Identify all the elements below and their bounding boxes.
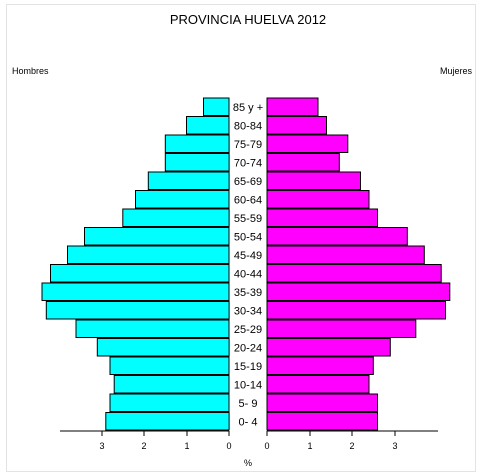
female-bar — [266, 245, 425, 264]
age-group-label: 55-59 — [234, 213, 262, 225]
x-tick-label: 1 — [184, 441, 189, 451]
male-bar — [75, 319, 230, 338]
x-axis-label: % — [244, 458, 252, 468]
age-group-label: 70-74 — [234, 157, 262, 169]
male-bar — [41, 282, 230, 301]
male-bar — [84, 227, 230, 246]
legend-mujeres: Mujeres — [440, 66, 473, 76]
male-bar — [186, 116, 230, 135]
male-bar — [113, 375, 230, 394]
male-bar — [105, 412, 230, 431]
age-group-label: 85 y + — [233, 102, 263, 114]
male-bar — [109, 356, 230, 375]
female-bar — [266, 356, 374, 375]
age-group-label: 75-79 — [234, 139, 262, 151]
female-bar — [266, 264, 442, 283]
x-tick-label: 0 — [226, 441, 231, 451]
male-bar — [164, 134, 230, 153]
age-group-label: 80-84 — [234, 120, 262, 132]
age-group-label: 65-69 — [234, 176, 262, 188]
age-group-label: 45-49 — [234, 250, 262, 262]
age-group-label: 10-14 — [234, 379, 262, 391]
female-bar — [266, 338, 391, 357]
female-bar — [266, 97, 319, 116]
female-bar — [266, 190, 370, 209]
female-bar — [266, 319, 417, 338]
age-group-labels: 85 y + 80-84 75-79 70-74 65-69 60-64 55-59 50-5… — [233, 102, 263, 428]
male-bar — [67, 245, 230, 264]
legend-hombres: Hombres — [12, 66, 49, 76]
male-bar — [164, 153, 230, 172]
male-bars — [41, 97, 230, 431]
age-group-label: 60-64 — [234, 194, 262, 206]
male-bar — [50, 264, 230, 283]
x-tick-label: 2 — [349, 441, 354, 451]
age-group-label: 50-54 — [234, 231, 262, 243]
x-tick-label: 3 — [99, 441, 104, 451]
age-group-label: 5- 9 — [239, 398, 258, 410]
x-tick-label: 0 — [264, 441, 269, 451]
chart-title: PROVINCIA HUELVA 2012 — [170, 12, 326, 27]
female-bar — [266, 171, 361, 190]
age-group-label: 25-29 — [234, 324, 262, 336]
female-bar — [266, 375, 370, 394]
female-bar — [266, 412, 378, 431]
female-bar — [266, 134, 349, 153]
female-bars — [266, 97, 451, 431]
male-bar — [45, 301, 230, 320]
age-group-label: 30-34 — [234, 305, 262, 317]
male-bar — [122, 208, 230, 227]
female-bar — [266, 116, 327, 135]
x-axis-ticks: 3 2 1 0 0 1 2 3 — [99, 431, 398, 451]
x-tick-label: 2 — [141, 441, 146, 451]
female-bar — [266, 301, 446, 320]
male-bar — [203, 97, 230, 116]
age-group-label: 15-19 — [234, 361, 262, 373]
female-bar — [266, 153, 340, 172]
female-bar — [266, 282, 451, 301]
male-bar — [147, 171, 230, 190]
male-bar — [96, 338, 230, 357]
age-group-label: 40-44 — [234, 268, 262, 280]
age-group-label: 35-39 — [234, 287, 262, 299]
male-bar — [135, 190, 230, 209]
male-bar — [109, 393, 230, 412]
x-tick-label: 3 — [392, 441, 397, 451]
female-bar — [266, 393, 378, 412]
female-bar — [266, 208, 378, 227]
age-group-label: 0- 4 — [239, 416, 258, 428]
age-group-label: 20-24 — [234, 342, 262, 354]
female-bar — [266, 227, 408, 246]
x-tick-label: 1 — [307, 441, 312, 451]
